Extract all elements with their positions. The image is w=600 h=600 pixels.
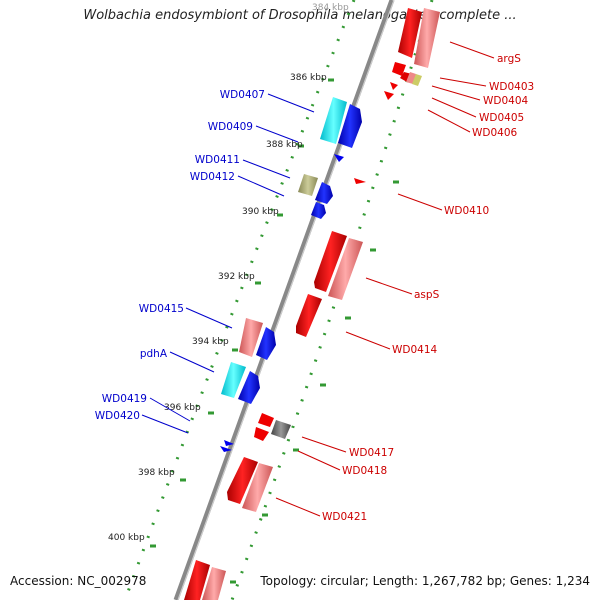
gene-label-WD0412: WD0412: [190, 171, 235, 183]
gene-aspS: [314, 231, 347, 292]
gene-label-WD0415: WD0415: [139, 303, 184, 315]
gene-WD0417: [258, 413, 274, 427]
inner-tick-marks: [150, 78, 334, 548]
gene-label-pdhA: pdhA: [140, 348, 168, 360]
topology-label: Topology: circular; Length: 1,267,782 bp…: [260, 574, 590, 588]
gene-WD0420: [220, 446, 232, 452]
gene-WD0417-b: [254, 427, 269, 441]
gene-label-aspS: aspS: [414, 289, 440, 301]
gene-label-WD0403: WD0403: [489, 81, 534, 93]
tick-label-392: 392 kbp: [218, 272, 255, 282]
tick-label-400: 400 kbp: [108, 533, 145, 543]
gene-argS-rna: [414, 8, 440, 68]
gene-label-WD0418: WD0418: [342, 465, 387, 477]
forward-strand-features: [220, 97, 362, 452]
gene-WD0421: [227, 457, 258, 504]
tick-label-384: 384 kbp: [312, 3, 349, 13]
gene-label-WD0404: WD0404: [483, 95, 529, 107]
gene-WD0409-b: [334, 154, 344, 162]
reverse-strand-features: [184, 8, 440, 600]
gene-bottom-red: [184, 560, 210, 600]
gene-label-WD0414: WD0414: [392, 344, 438, 356]
gene-WD0406: [412, 74, 422, 86]
gene-bottom-pink: [202, 567, 226, 600]
tick-label-396: 396 kbp: [164, 403, 201, 413]
gene-WD0404-b: [390, 82, 398, 90]
backbone-highlight: [177, 0, 395, 600]
gene-label-WD0410: WD0410: [444, 205, 489, 217]
gene-WD0414: [296, 294, 322, 337]
gene-label-WD0407: WD0407: [220, 89, 265, 101]
gene-label-WD0405: WD0405: [479, 112, 524, 124]
gene-pdhA: [221, 362, 246, 398]
gene-aspS-rna: [328, 238, 363, 300]
gene-WD0412-b: [311, 202, 326, 219]
right-label-connectors: [275, 41, 495, 517]
gene-argS: [398, 8, 422, 58]
gene-WD0410: [354, 178, 366, 184]
gene-WD0412: [315, 182, 333, 204]
tick-label-394: 394 kbp: [192, 337, 229, 347]
gene-label-WD0417: WD0417: [349, 447, 394, 459]
gene-WD0415: [239, 318, 263, 357]
left-gene-labels: WD0407 WD0409 WD0411 WD0412 WD0415 pdhA …: [95, 89, 265, 422]
gene-label-WD0409: WD0409: [208, 121, 253, 133]
gene-WD0407: [320, 97, 347, 144]
gene-label-WD0420: WD0420: [95, 410, 140, 422]
gene-WD0405-b: [384, 91, 394, 100]
gene-WD0409: [338, 104, 362, 148]
tick-label-388: 388 kbp: [266, 140, 303, 150]
genome-backbone: [173, 0, 395, 600]
right-gene-labels: argS WD0403 WD0404 WD0405 WD0406 WD0410 …: [322, 53, 534, 523]
gene-WD0403: [392, 62, 406, 76]
gene-WD0419: [224, 440, 234, 446]
gene-WD0415-b: [256, 327, 276, 360]
gene-WD0421-rna: [242, 463, 273, 512]
tick-label-398: 398 kbp: [138, 468, 175, 478]
accession-label: Accession: NC_002978: [10, 574, 147, 588]
gene-label-argS: argS: [497, 53, 521, 65]
kbp-tick-labels: 384 kbp 386 kbp 388 kbp 390 kbp 392 kbp …: [108, 3, 349, 543]
gene-label-WD0411: WD0411: [195, 154, 240, 166]
gene-label-WD0419: WD0419: [102, 393, 147, 405]
gene-label-WD0406: WD0406: [472, 127, 518, 139]
gene-WD0418: [271, 420, 291, 439]
gene-pdhA-b: [238, 371, 260, 404]
left-label-connectors: [141, 93, 315, 434]
tick-label-386: 386 kbp: [290, 73, 327, 83]
tick-label-390: 390 kbp: [242, 207, 279, 217]
gene-label-WD0421: WD0421: [322, 511, 367, 523]
gene-WD0411: [298, 174, 318, 196]
